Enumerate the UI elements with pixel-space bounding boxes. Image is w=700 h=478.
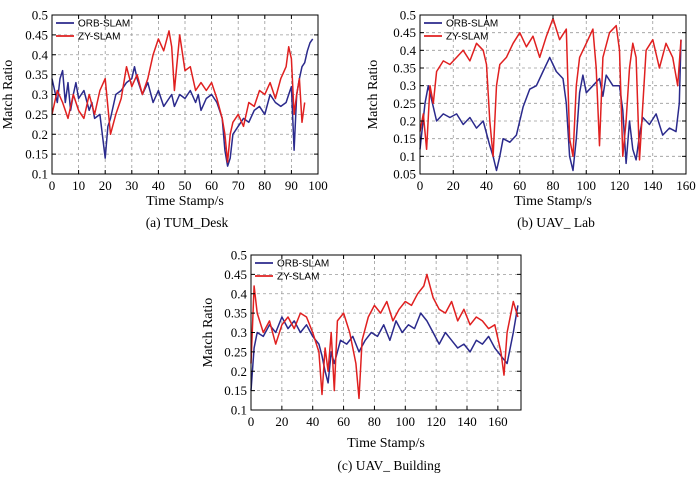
x-tick-label: 140 bbox=[643, 178, 663, 193]
x-tick-label: 30 bbox=[125, 178, 138, 193]
x-tick-label: 80 bbox=[547, 178, 560, 193]
legend: ORB-SLAM ZY-SLAM bbox=[424, 19, 498, 43]
y-axis-label: Match Ratio bbox=[201, 298, 216, 368]
legend: ORB-SLAM ZY-SLAM bbox=[255, 259, 329, 283]
series-line-zy-slam bbox=[51, 30, 306, 163]
series-line-orb-slam bbox=[250, 305, 519, 391]
series-line-zy-slam bbox=[419, 17, 682, 161]
x-tick-label: 160 bbox=[676, 178, 696, 193]
series-line-orb-slam bbox=[419, 39, 682, 172]
x-tick-label: 120 bbox=[426, 414, 446, 429]
x-tick-label: 0 bbox=[248, 414, 255, 429]
y-tick-label: 0.15 bbox=[224, 383, 247, 398]
y-tick-label: 0.2 bbox=[32, 127, 48, 142]
y-tick-label: 0.45 bbox=[25, 27, 48, 42]
y-tick-label: 0.1 bbox=[32, 167, 48, 182]
x-tick-label: 100 bbox=[577, 178, 597, 193]
x-tick-label: 20 bbox=[99, 178, 112, 193]
x-tick-label: 10 bbox=[72, 178, 85, 193]
series-line-orb-slam bbox=[51, 38, 314, 167]
x-tick-label: 60 bbox=[205, 178, 218, 193]
y-tick-label: 0.25 bbox=[393, 96, 416, 111]
y-tick-label: 0.15 bbox=[25, 147, 48, 162]
x-tick-label: 50 bbox=[179, 178, 192, 193]
series-line-zy-slam bbox=[250, 273, 519, 400]
y-tick-label: 0.35 bbox=[25, 67, 48, 82]
y-tick-label: 0.1 bbox=[400, 149, 416, 164]
y-tick-label: 0.4 bbox=[400, 43, 417, 58]
y-tick-label: 0.25 bbox=[25, 107, 48, 122]
x-tick-label: 0 bbox=[417, 178, 424, 193]
chart-caption: (a) TUM_Desk bbox=[146, 215, 229, 230]
y-tick-label: 0.5 bbox=[231, 248, 247, 263]
x-tick-label: 20 bbox=[447, 178, 460, 193]
legend-label: ORB-SLAM bbox=[277, 259, 329, 270]
y-tick-label: 0.4 bbox=[231, 286, 248, 301]
x-axis-label: Time Stamp/s bbox=[514, 194, 592, 209]
x-tick-label: 40 bbox=[152, 178, 165, 193]
x-tick-label: 120 bbox=[610, 178, 630, 193]
x-axis-label: Time Stamp/s bbox=[146, 194, 224, 209]
legend-label: ZY-SLAM bbox=[277, 272, 319, 283]
chart-caption: (c) UAV_ Building bbox=[337, 458, 440, 473]
y-tick-label: 0.5 bbox=[400, 8, 416, 23]
x-tick-label: 20 bbox=[275, 414, 288, 429]
legend-label: ORB-SLAM bbox=[446, 19, 498, 30]
y-tick-label: 0.45 bbox=[393, 25, 416, 40]
legend-label: ZY-SLAM bbox=[78, 32, 120, 43]
chart-uav-lab: 0 20 40 60 80 100 120 140 160 0.05 0.1 0.15 0.2 0.25 0… bbox=[366, 8, 696, 231]
x-tick-label: 60 bbox=[513, 178, 526, 193]
chart-caption: (b) UAV_ Lab bbox=[517, 215, 595, 230]
x-tick-label: 70 bbox=[232, 178, 245, 193]
x-tick-label: 90 bbox=[285, 178, 298, 193]
x-tick-label: 140 bbox=[457, 414, 477, 429]
legend-label: ORB-SLAM bbox=[78, 19, 130, 30]
chart-tum-desk: 0 10 20 30 40 50 60 70 80 90 100 0.1 0.15 0.2 0.25 0.3 0… bbox=[1, 8, 328, 231]
y-tick-label: 0.3 bbox=[400, 78, 416, 93]
x-tick-label: 80 bbox=[368, 414, 381, 429]
y-tick-label: 0.4 bbox=[32, 47, 49, 62]
y-tick-label: 0.45 bbox=[224, 267, 247, 282]
legend: ORB-SLAM ZY-SLAM bbox=[56, 19, 130, 43]
y-tick-label: 0.2 bbox=[400, 114, 416, 129]
legend-label: ZY-SLAM bbox=[446, 32, 488, 43]
x-axis-label: Time Stamp/s bbox=[347, 436, 425, 451]
y-tick-label: 0.05 bbox=[393, 167, 416, 182]
y-tick-label: 0.2 bbox=[231, 364, 247, 379]
x-tick-label: 100 bbox=[396, 414, 416, 429]
y-tick-label: 0.25 bbox=[224, 344, 247, 359]
y-axis-label: Match Ratio bbox=[1, 60, 16, 130]
y-tick-label: 0.35 bbox=[393, 61, 416, 76]
y-tick-label: 0.1 bbox=[231, 403, 247, 418]
y-tick-label: 0.35 bbox=[224, 306, 247, 321]
chart-uav-building: 0 20 40 60 80 100 120 140 160 0.1 0.15 0.2 0.25 0.3 0.… bbox=[201, 248, 522, 473]
y-tick-label: 0.3 bbox=[32, 87, 48, 102]
y-tick-label: 0.5 bbox=[32, 8, 48, 23]
x-tick-label: 0 bbox=[49, 178, 56, 193]
x-tick-label: 40 bbox=[480, 178, 493, 193]
y-axis-label: Match Ratio bbox=[366, 60, 381, 130]
x-tick-label: 80 bbox=[258, 178, 271, 193]
y-tick-label: 0.3 bbox=[231, 325, 247, 340]
x-tick-label: 40 bbox=[306, 414, 319, 429]
y-tick-label: 0.15 bbox=[393, 131, 416, 146]
x-tick-label: 160 bbox=[488, 414, 508, 429]
x-tick-label: 60 bbox=[337, 414, 350, 429]
x-tick-label: 100 bbox=[308, 178, 328, 193]
